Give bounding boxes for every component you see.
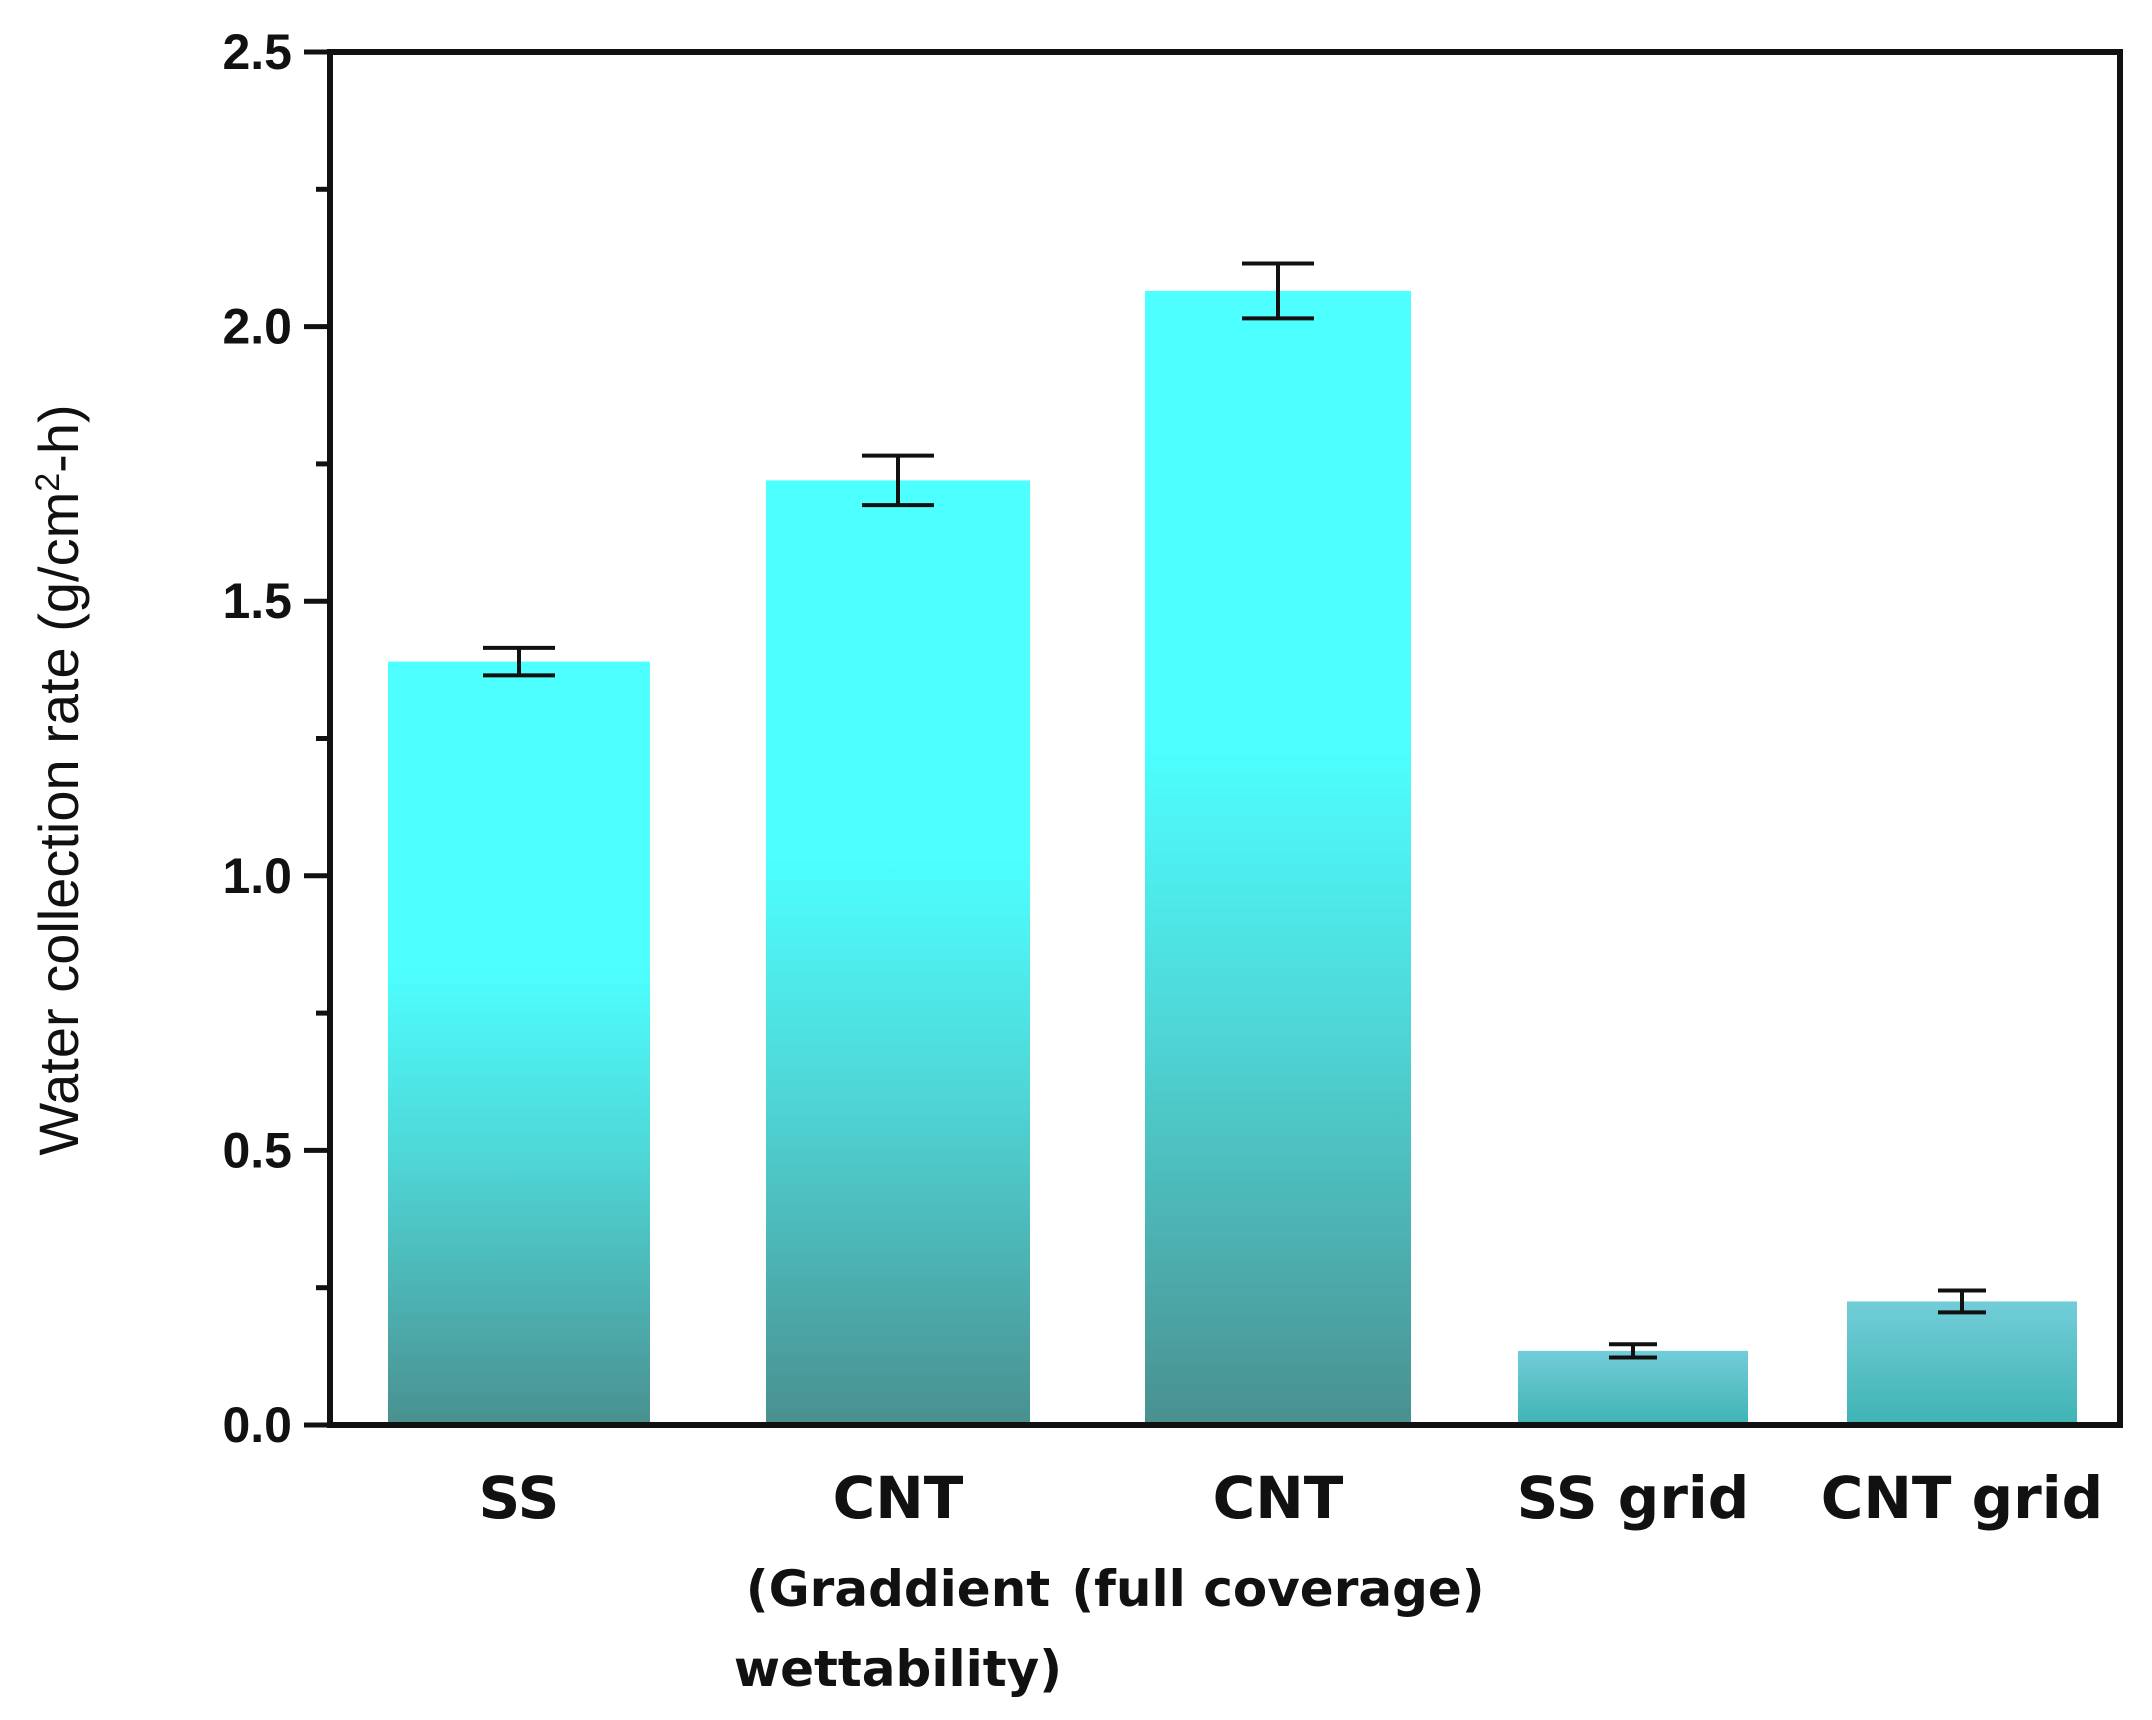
bar-2 — [766, 480, 1030, 1426]
bar-4 — [1518, 1350, 1748, 1425]
y-axis-title-main: Water collection rate (g/cm — [27, 492, 90, 1156]
bar-5 — [1847, 1301, 2077, 1425]
y-tick-label: 1.0 — [222, 848, 292, 904]
x-category-label: CNT — [833, 1464, 964, 1532]
y-axis-title-sup: 2 — [29, 473, 67, 492]
x-category-sublabel: (Graddient — [746, 1560, 1050, 1618]
x-labels-layer: SS CNT (Graddient wettability) CNT (full cove… — [479, 1464, 2104, 1698]
y-ticks-layer: 0.0 0.5 1.0 1.5 2.0 2.5 — [222, 24, 330, 1453]
error-bar-4 — [1609, 1342, 1657, 1360]
y-tick-label: 2.0 — [222, 299, 292, 355]
bar-3 — [1145, 290, 1411, 1426]
error-bar-5 — [1938, 1288, 1986, 1315]
error-bar-3 — [1242, 261, 1314, 321]
error-bars-layer — [483, 261, 1986, 1360]
x-category-sublabel: wettability) — [734, 1640, 1062, 1698]
y-tick-label: 2.5 — [222, 24, 292, 80]
x-category-label: SS grid — [1517, 1464, 1750, 1532]
y-tick-label: 1.5 — [222, 573, 292, 629]
x-category-label: CNT grid — [1821, 1464, 2103, 1532]
x-category-sublabel: (full coverage) — [1071, 1560, 1484, 1618]
y-axis-title-tail: -h) — [27, 404, 90, 472]
bars-layer — [388, 290, 2077, 1426]
error-bar-2 — [862, 453, 934, 508]
bar-1 — [388, 661, 650, 1425]
y-tick-label: 0.0 — [222, 1397, 292, 1453]
y-tick-label: 0.5 — [222, 1122, 292, 1178]
y-axis-title: Water collection rate (g/cm2-h) — [27, 404, 90, 1155]
x-category-label: SS — [479, 1464, 560, 1532]
error-bar-1 — [483, 645, 555, 678]
x-category-label: CNT — [1213, 1464, 1344, 1532]
